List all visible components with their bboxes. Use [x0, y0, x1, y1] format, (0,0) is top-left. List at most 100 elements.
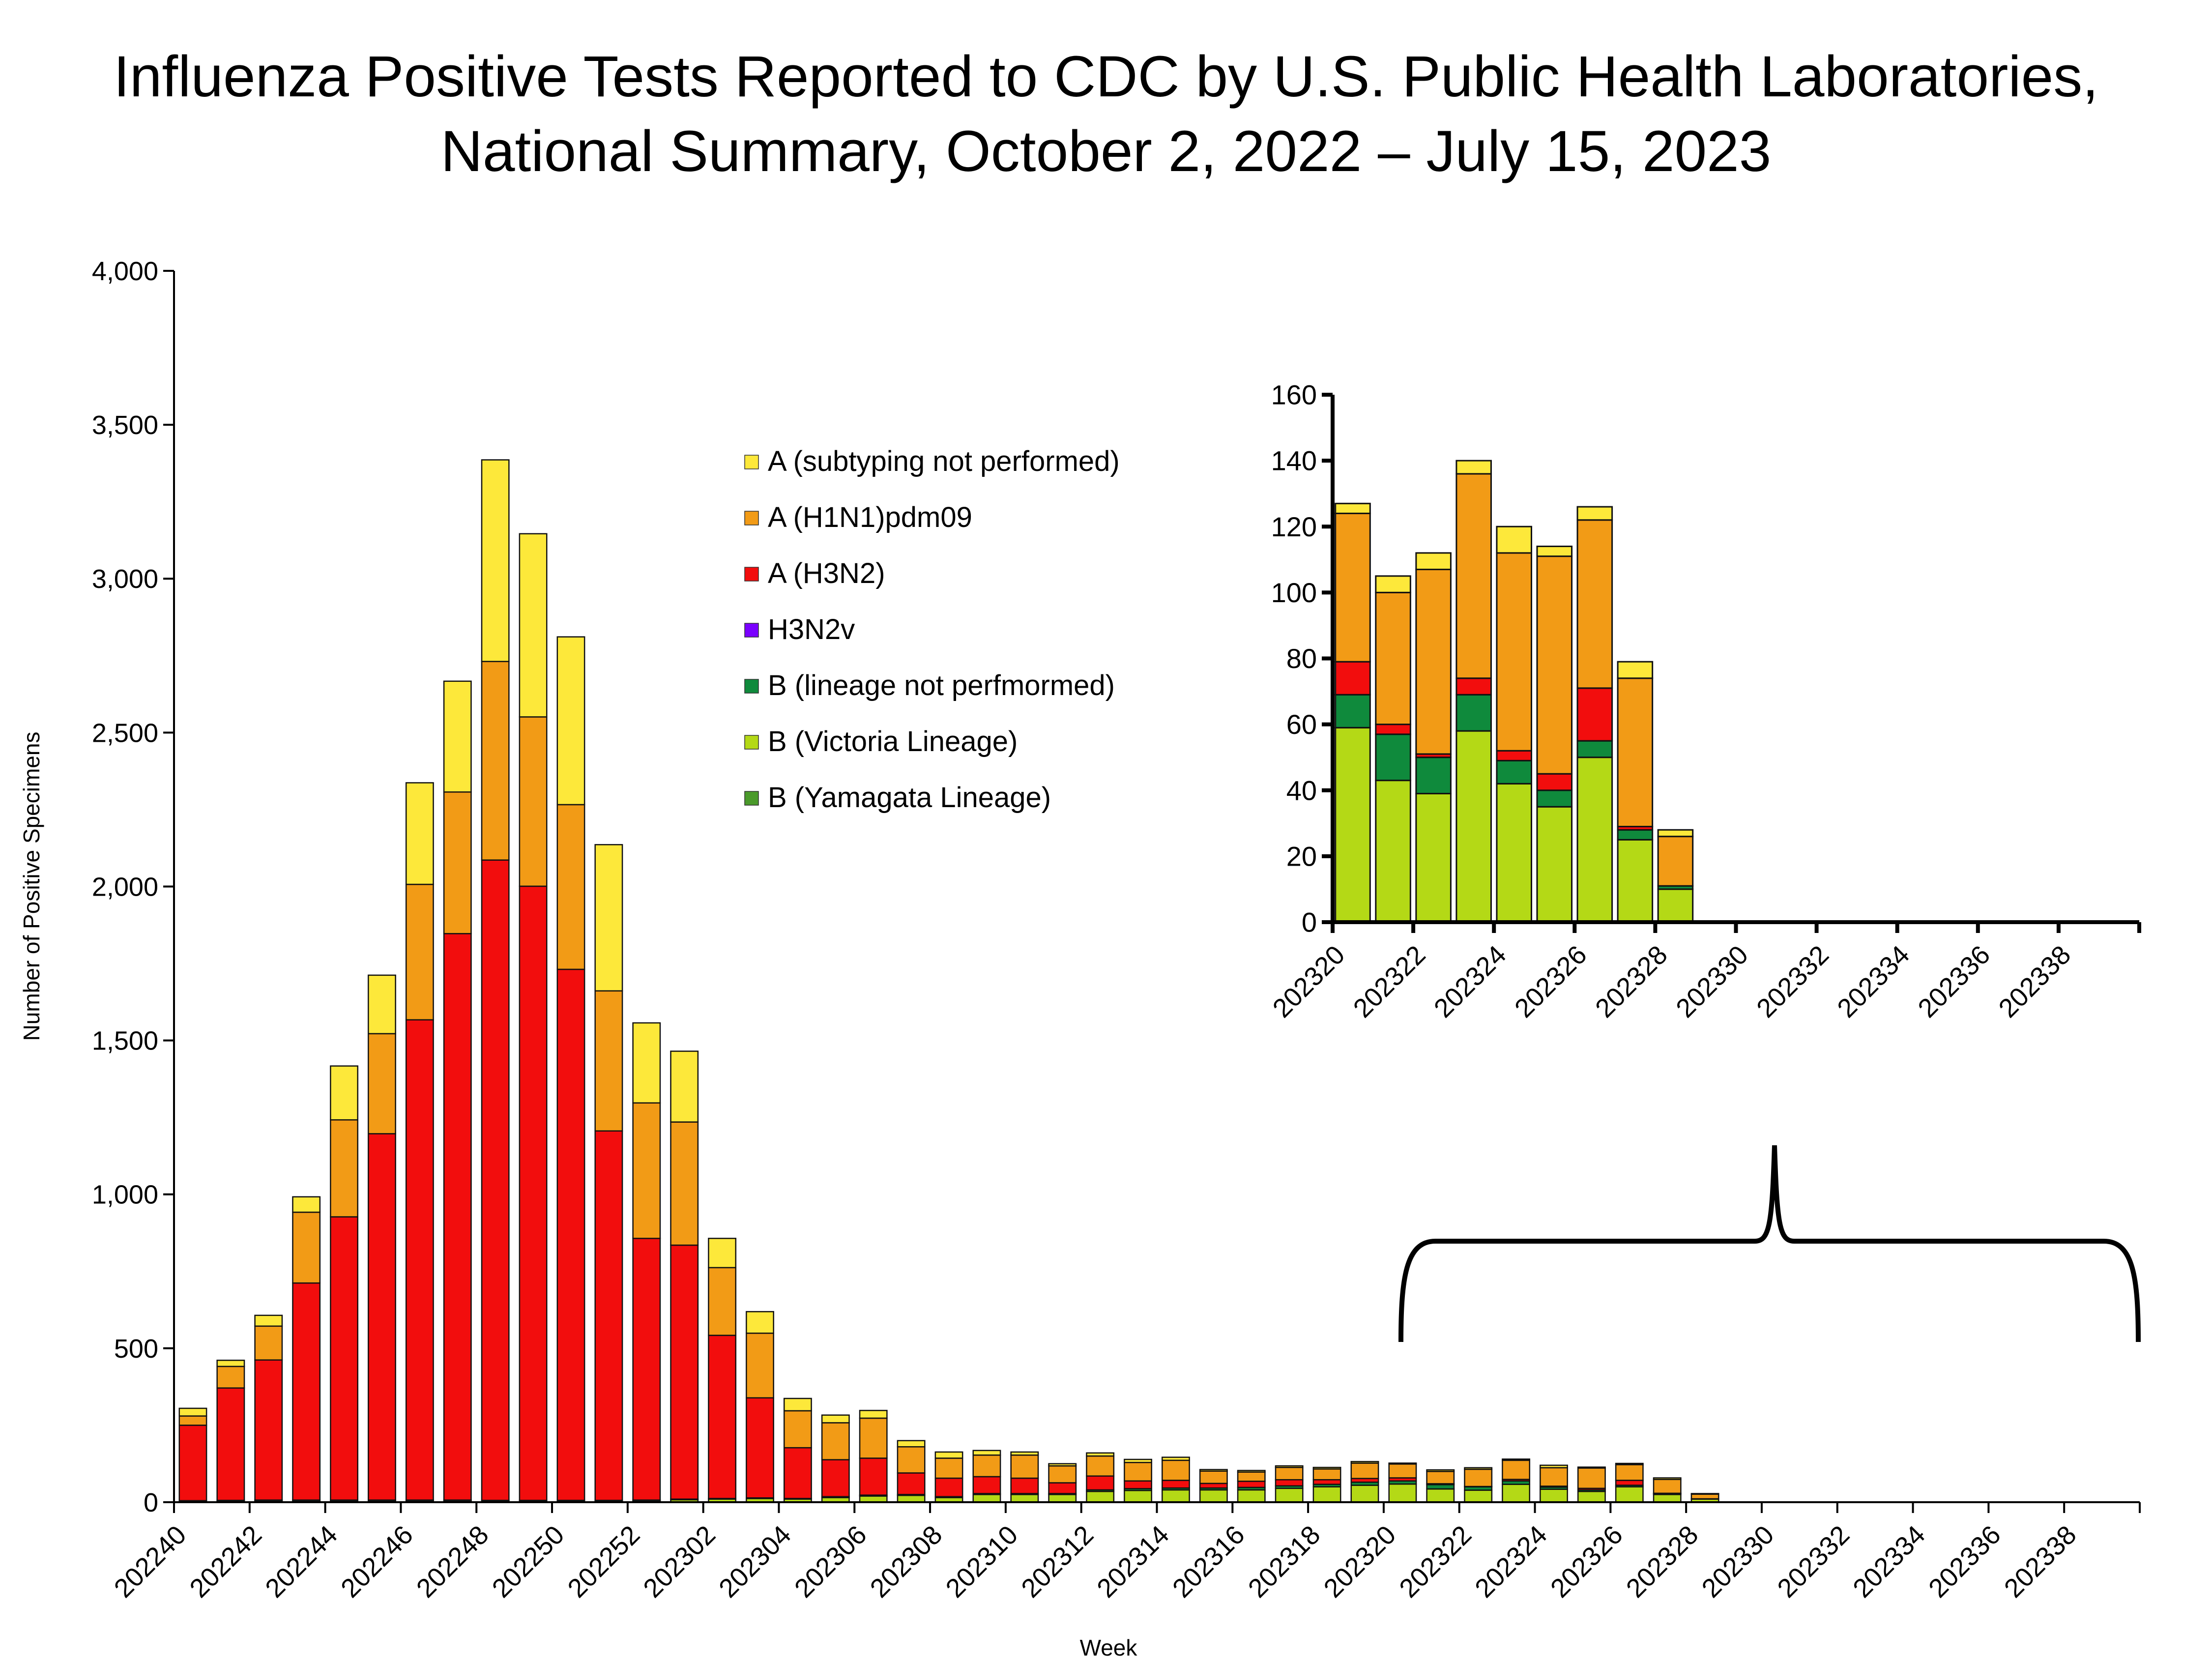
bar-segment-a-h1n1-pdm09 [1455, 473, 1492, 679]
bar-segment-a-h1n1-pdm09 [178, 1415, 207, 1426]
x-tick-label: 202312 [1016, 1520, 1099, 1603]
bar-segment-a-h1n1-pdm09 [821, 1422, 850, 1460]
x-tick-label: 202336 [1912, 940, 1996, 1023]
x-tick-label: 202302 [638, 1520, 721, 1603]
bar-segment-b-victoria-lineage- [1388, 1483, 1417, 1503]
bar-segment-a-h3n2- [330, 1216, 359, 1501]
bar-segment-a-subtyping-not-performed- [556, 636, 585, 806]
bar-segment-a-h1n1-pdm09 [1496, 552, 1533, 752]
bar-segment-a-h1n1-pdm09 [443, 791, 472, 934]
x-tick-label: 202338 [1993, 940, 2077, 1023]
bar-segment-a-h3n2- [632, 1238, 661, 1501]
bar-segment-a-subtyping-not-performed- [1617, 661, 1654, 679]
bar-segment-b-victoria-lineage- [1010, 1494, 1039, 1503]
x-tick-label: 202326 [1509, 940, 1593, 1023]
bar-segment-a-subtyping-not-performed- [1010, 1451, 1039, 1456]
x-tick-label: 202244 [260, 1520, 343, 1603]
bar-segment-a-h1n1-pdm09 [746, 1332, 774, 1398]
bar-segment-a-subtyping-not-performed- [481, 459, 510, 662]
legend-label: B (Yamagata Lineage) [768, 782, 1051, 814]
x-tick-label: 202240 [109, 1520, 192, 1603]
bar-segment-a-h3n2- [1048, 1482, 1077, 1494]
x-tick-label: 202322 [1348, 940, 1431, 1023]
bar-segment-a-h1n1-pdm09 [897, 1446, 926, 1474]
bar-segment-b-victoria-lineage- [1540, 1488, 1568, 1503]
bar-segment-b-lineage-not-perfmormed- [1455, 694, 1492, 732]
bar-segment-a-subtyping-not-performed- [330, 1065, 359, 1121]
x-tick-label: 202328 [1621, 1520, 1704, 1603]
bar-segment-a-h3n2- [443, 933, 472, 1501]
bar-segment-a-subtyping-not-performed- [670, 1050, 699, 1123]
bar-segment-a-h1n1-pdm09 [368, 1033, 396, 1135]
bar-segment-a-subtyping-not-performed- [292, 1196, 321, 1213]
bar-segment-a-subtyping-not-performed- [1312, 1466, 1341, 1470]
bar-segment-a-h1n1-pdm09 [1615, 1464, 1644, 1481]
bar-segment-a-subtyping-not-performed- [708, 1238, 737, 1269]
bar-segment-a-h3n2- [1455, 677, 1492, 696]
bar-segment-a-h1n1-pdm09 [481, 661, 510, 861]
bar-segment-a-h3n2- [519, 885, 548, 1501]
bar-segment-b-victoria-lineage- [972, 1494, 1001, 1503]
bar-segment-a-h3n2- [1536, 773, 1573, 791]
y-tick-label: 140 [1271, 445, 1317, 476]
legend-label: H3N2v [768, 613, 855, 645]
bar-segment-a-h1n1-pdm09 [254, 1325, 283, 1361]
x-tick-label: 202322 [1394, 1520, 1477, 1603]
bar-segment-a-h3n2- [1375, 724, 1411, 735]
legend-label: B (Victoria Lineage) [768, 726, 1018, 757]
bar-segment-a-h1n1-pdm09 [1415, 568, 1452, 755]
bar-segment-b-victoria-lineage- [1426, 1488, 1455, 1503]
bar-segment-a-subtyping-not-performed- [1540, 1464, 1568, 1469]
legend-swatch [744, 511, 759, 525]
bar-segment-a-subtyping-not-performed- [1615, 1462, 1644, 1465]
bar-segment-a-subtyping-not-performed- [1576, 506, 1613, 521]
y-tick-label: 160 [1271, 379, 1317, 410]
bar-segment-a-subtyping-not-performed- [1455, 460, 1492, 475]
legend-label: B (lineage not perfmormed) [768, 669, 1115, 701]
bar-segment-b-victoria-lineage- [1335, 727, 1371, 923]
x-tick-label: 202314 [1091, 1520, 1175, 1603]
bar-segment-a-subtyping-not-performed- [897, 1440, 926, 1448]
x-tick-label: 202320 [1267, 940, 1351, 1023]
y-tick-label: 500 [114, 1334, 158, 1364]
bar-segment-a-subtyping-not-performed- [746, 1311, 774, 1334]
bar-segment-a-h1n1-pdm09 [405, 883, 434, 1020]
bar-segment-a-subtyping-not-performed- [1237, 1470, 1266, 1473]
bar-segment-a-h3n2- [1199, 1483, 1228, 1489]
bar-segment-a-h3n2- [708, 1335, 737, 1499]
bar-segment-b-victoria-lineage- [1275, 1487, 1304, 1503]
y-tick-label: 3,000 [92, 564, 158, 594]
legend-label: A (H3N2) [768, 557, 885, 589]
x-tick-label: 202306 [789, 1520, 873, 1603]
y-tick-label: 4,000 [92, 257, 158, 286]
bar-segment-b-lineage-not-perfmormed- [1576, 740, 1613, 758]
bar-segment-b-victoria-lineage- [1199, 1489, 1228, 1503]
bar-segment-a-h1n1-pdm09 [1199, 1470, 1228, 1484]
bar-segment-a-subtyping-not-performed- [519, 533, 548, 718]
legend: A (subtyping not performed) A (H1N1)pdm09… [744, 445, 1120, 814]
bar-segment-a-subtyping-not-performed- [1426, 1469, 1455, 1472]
bar-segment-a-subtyping-not-performed- [1162, 1456, 1190, 1461]
bar-segment-a-subtyping-not-performed- [1690, 1493, 1719, 1495]
x-tick-label: 202332 [1772, 1520, 1855, 1603]
bar-segment-a-h3n2- [1496, 750, 1533, 761]
bar-segment-b-victoria-lineage- [1657, 888, 1694, 923]
bar-segment-a-h1n1-pdm09 [1162, 1459, 1190, 1481]
legend-swatch [744, 791, 759, 806]
bar-segment-a-h1n1-pdm09 [934, 1457, 963, 1479]
bar-segment-b-victoria-lineage- [1615, 1486, 1644, 1503]
bar-segment-a-h3n2- [405, 1019, 434, 1501]
bar-segment-a-h1n1-pdm09 [519, 716, 548, 887]
bar-segment-a-h1n1-pdm09 [1536, 555, 1573, 775]
x-tick-label: 202336 [1923, 1520, 2007, 1603]
bar-segment-b-victoria-lineage- [1415, 792, 1452, 923]
bar-segment-a-h3n2- [1275, 1479, 1304, 1487]
inset-range-brace [1398, 1145, 2141, 1342]
bar-segment-a-subtyping-not-performed- [1086, 1452, 1115, 1457]
y-tick-label: 2,000 [92, 872, 158, 902]
bar-segment-b-lineage-not-perfmormed- [1536, 789, 1573, 808]
bar-segment-a-h3n2- [821, 1459, 850, 1497]
bar-segment-a-h3n2- [1010, 1477, 1039, 1494]
bar-segment-a-h1n1-pdm09 [1617, 677, 1654, 828]
x-tick-label: 202250 [487, 1520, 570, 1603]
